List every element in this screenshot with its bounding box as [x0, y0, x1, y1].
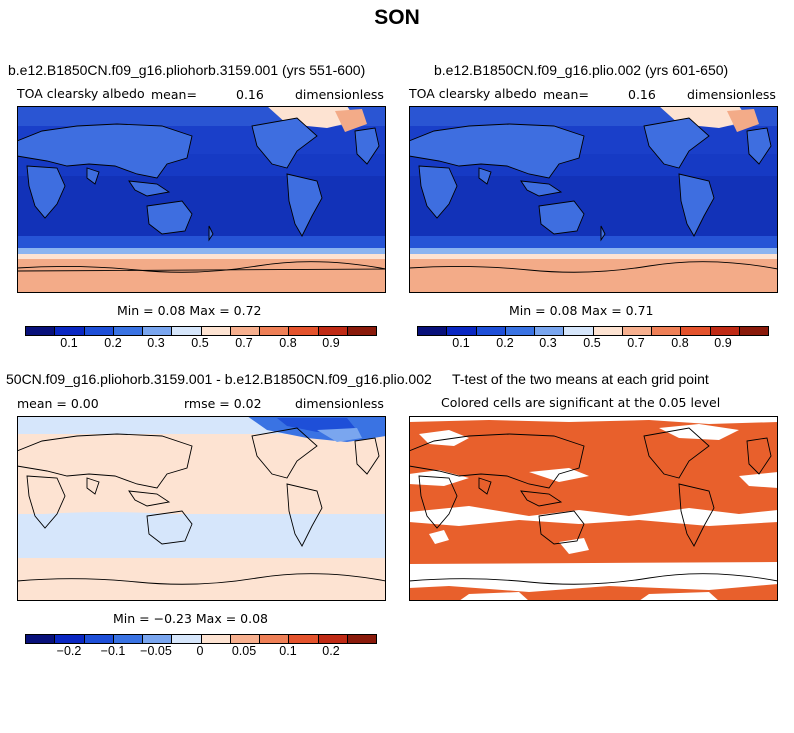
panel2-colorbar	[417, 326, 769, 336]
panel2-tick: 0.2	[496, 336, 514, 350]
colorbar-segment	[346, 635, 376, 643]
panel1-variable: TOA clearsky albedo	[17, 86, 145, 101]
colorbar-segment	[446, 327, 476, 335]
colorbar-segment	[738, 327, 768, 335]
colorbar-segment	[259, 327, 289, 335]
panel1-minmax: Min = 0.08 Max = 0.72	[117, 303, 262, 318]
panel3-tick: −0.2	[56, 644, 82, 658]
panel3-units: dimensionless	[295, 396, 384, 411]
panel3-title: 50CN.f09_g16.pliohorb.3159.001 - b.e12.B…	[6, 371, 432, 387]
panel1-tick: 0.7	[235, 336, 253, 350]
panel2-antarctica-field	[409, 256, 778, 293]
panel4-subtitle: Colored cells are significant at the 0.0…	[441, 395, 721, 410]
panel2-mean-label: mean=	[543, 87, 589, 102]
panel3-tick: −0.05	[140, 644, 172, 658]
panel2-tick: 0.5	[583, 336, 601, 350]
panel3-colorbar	[25, 634, 377, 644]
panel3-minmax: Min = −0.23 Max = 0.08	[113, 611, 268, 626]
colorbar-segment	[317, 327, 347, 335]
panel3-mean: mean = 0.00	[17, 396, 99, 411]
colorbar-segment	[651, 327, 681, 335]
panel1-tick: 0.1	[60, 336, 78, 350]
panel2-tick: 0.9	[714, 336, 732, 350]
colorbar-segment	[200, 327, 230, 335]
colorbar-segment	[171, 327, 201, 335]
panel3-southern-band	[17, 514, 386, 558]
panel4-map	[409, 416, 778, 601]
colorbar-segment	[200, 635, 230, 643]
colorbar-segment	[26, 635, 55, 643]
panel1-tick: 0.8	[279, 336, 297, 350]
panel2-variable: TOA clearsky albedo	[409, 86, 537, 101]
panel2-tick: 0.8	[671, 336, 689, 350]
panel1-colorbar-ticks: 0.1 0.2 0.3 0.5 0.7 0.8 0.9	[25, 336, 377, 352]
panel2-tick: 0.1	[452, 336, 470, 350]
colorbar-segment	[259, 635, 289, 643]
colorbar-segment	[288, 327, 318, 335]
colorbar-segment	[288, 635, 318, 643]
panel2-units: dimensionless	[687, 87, 776, 102]
colorbar-segment	[534, 327, 564, 335]
panel3-coastlines	[17, 427, 386, 585]
panel2-tick: 0.3	[539, 336, 557, 350]
panel2-colorbar-ticks: 0.1 0.2 0.3 0.5 0.7 0.8 0.9	[417, 336, 769, 352]
panel1-tick: 0.9	[322, 336, 340, 350]
colorbar-segment	[475, 327, 505, 335]
panel1-tick: 0.5	[191, 336, 209, 350]
colorbar-segment	[54, 635, 84, 643]
colorbar-segment	[83, 327, 113, 335]
panel3-tick: 0.2	[322, 644, 340, 658]
colorbar-segment	[592, 327, 622, 335]
colorbar-segment	[26, 327, 55, 335]
figure-title: SON	[374, 6, 420, 29]
panel2-minmax: Min = 0.08 Max = 0.71	[509, 303, 654, 318]
panel3-tick: 0.05	[231, 644, 257, 658]
panel1-tick: 0.2	[104, 336, 122, 350]
panel1-tick: 0.3	[147, 336, 165, 350]
panel3-tick: 0.1	[279, 644, 297, 658]
colorbar-segment	[229, 327, 259, 335]
colorbar-segment	[54, 327, 84, 335]
colorbar-segment	[563, 327, 593, 335]
panel2-tick: 0.7	[627, 336, 645, 350]
panel1-mean-value: 0.16	[236, 87, 264, 102]
panel3-tick: −0.1	[100, 644, 126, 658]
panel4-coastlines	[409, 427, 778, 585]
panel1-mean-label: mean=	[151, 87, 197, 102]
colorbar-segment	[680, 327, 710, 335]
panel3-map	[17, 416, 386, 601]
panel3-rmse: rmse = 0.02	[184, 396, 262, 411]
colorbar-segment	[418, 327, 447, 335]
panel1-antarctica-field	[17, 256, 386, 293]
panel3-tick: 0	[196, 644, 204, 658]
colorbar-segment	[83, 635, 113, 643]
colorbar-segment	[621, 327, 651, 335]
panel2-mean-value: 0.16	[628, 87, 656, 102]
panel2-map	[409, 106, 778, 293]
colorbar-segment	[346, 327, 376, 335]
colorbar-segment	[112, 327, 142, 335]
colorbar-segment	[317, 635, 347, 643]
colorbar-segment	[709, 327, 739, 335]
panel4-nonsignificant-cells	[409, 416, 778, 601]
colorbar-segment	[112, 635, 142, 643]
panel2-coastlines	[409, 117, 772, 242]
panel2-title: b.e12.B1850CN.f09_g16.plio.002 (yrs 601-…	[434, 62, 729, 78]
panel4-title: T-test of the two means at each grid poi…	[452, 371, 709, 387]
panel1-coastlines	[17, 117, 386, 293]
colorbar-segment	[142, 327, 172, 335]
panel1-title: b.e12.B1850CN.f09_g16.pliohorb.3159.001 …	[8, 62, 366, 78]
colorbar-segment	[142, 635, 172, 643]
panel1-units: dimensionless	[295, 87, 384, 102]
colorbar-segment	[504, 327, 534, 335]
panel3-colorbar-ticks: −0.2 −0.1 −0.05 0 0.05 0.1 0.2	[25, 644, 377, 660]
colorbar-segment	[229, 635, 259, 643]
panel1-map	[17, 106, 386, 293]
colorbar-segment	[171, 635, 201, 643]
panel1-colorbar	[25, 326, 377, 336]
